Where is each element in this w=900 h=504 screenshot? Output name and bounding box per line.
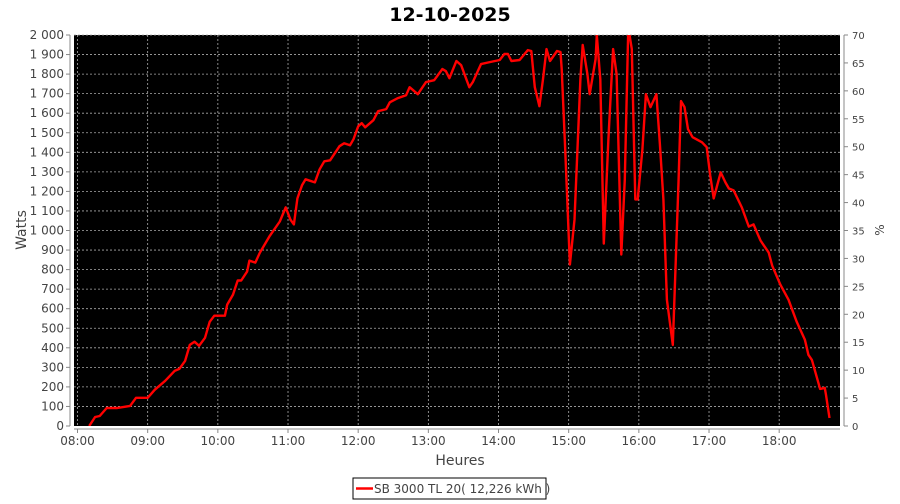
y-tick-label: 500 [41,321,64,335]
y2-tick-label: 65 [852,59,865,70]
x-tick-label: 10:00 [201,434,236,448]
y-tick-label: 1 400 [30,145,64,159]
y2-tick-label: 5 [852,394,858,405]
y2-tick-label: 0 [852,422,858,433]
x-tick-label: 13:00 [411,434,446,448]
y-tick-label: 1 800 [30,67,64,81]
y2-tick-label: 55 [852,115,865,126]
y-tick-label: 100 [41,399,64,413]
y-axis-left: 0 100 200 300 400 500 600 700 800 900 1 000 1 100 1 … [30,28,70,433]
y-axis-right: 0 5 10 15 20 25 30 35 40 45 50 55 60 65 70 [844,31,865,433]
y2-axis-label: % [873,224,887,235]
y-tick-label: 800 [41,263,64,277]
y2-tick-label: 25 [852,282,865,293]
y-tick-label: 1 200 [30,184,64,198]
y-tick-label: 1 300 [30,165,64,179]
x-tick-label: 14:00 [481,434,516,448]
y-tick-label: 1 100 [30,204,64,218]
chart-title: 12-10-2025 [389,4,511,26]
x-tick-label: 18:00 [762,434,797,448]
y2-tick-label: 20 [852,310,865,321]
y-tick-label: 400 [41,341,64,355]
y-tick-label: 300 [41,360,64,374]
plot-area [74,35,840,426]
y-tick-label: 1 700 [30,87,64,101]
x-tick-label: 17:00 [692,434,727,448]
y2-tick-label: 40 [852,199,865,210]
x-tick-label: 15:00 [551,434,586,448]
y-tick-label: 200 [41,380,64,394]
y2-tick-label: 15 [852,338,865,349]
y-tick-label: 1 900 [30,48,64,62]
y2-tick-label: 60 [852,87,865,98]
x-tick-label: 09:00 [130,434,165,448]
legend: SB 3000 TL 20( 12,226 kWh ) [353,478,550,499]
y2-tick-label: 10 [852,366,865,377]
y2-tick-label: 70 [852,31,865,42]
legend-entry: SB 3000 TL 20( 12,226 kWh ) [374,482,550,496]
y-tick-label: 700 [41,282,64,296]
y2-tick-label: 45 [852,171,865,182]
y-tick-label: 1 500 [30,126,64,140]
y-tick-label: 1 000 [30,224,64,238]
y2-tick-label: 50 [852,143,865,154]
x-axis-label: Heures [435,453,484,469]
x-tick-label: 16:00 [622,434,657,448]
y-tick-label: 900 [41,243,64,257]
x-tick-label: 08:00 [60,434,95,448]
y-axis-label: Watts [14,210,30,250]
x-axis: 08:00 09:00 10:00 11:00 12:00 13:00 14:00 15:00… [60,429,840,448]
y2-tick-label: 35 [852,227,865,238]
x-tick-label: 11:00 [271,434,306,448]
y-tick-label: 2 000 [30,28,64,42]
x-tick-label: 12:00 [341,434,376,448]
y2-tick-label: 30 [852,254,865,265]
y-tick-label: 600 [41,302,64,316]
y-tick-label: 0 [56,419,64,433]
y-tick-label: 1 600 [30,106,64,120]
